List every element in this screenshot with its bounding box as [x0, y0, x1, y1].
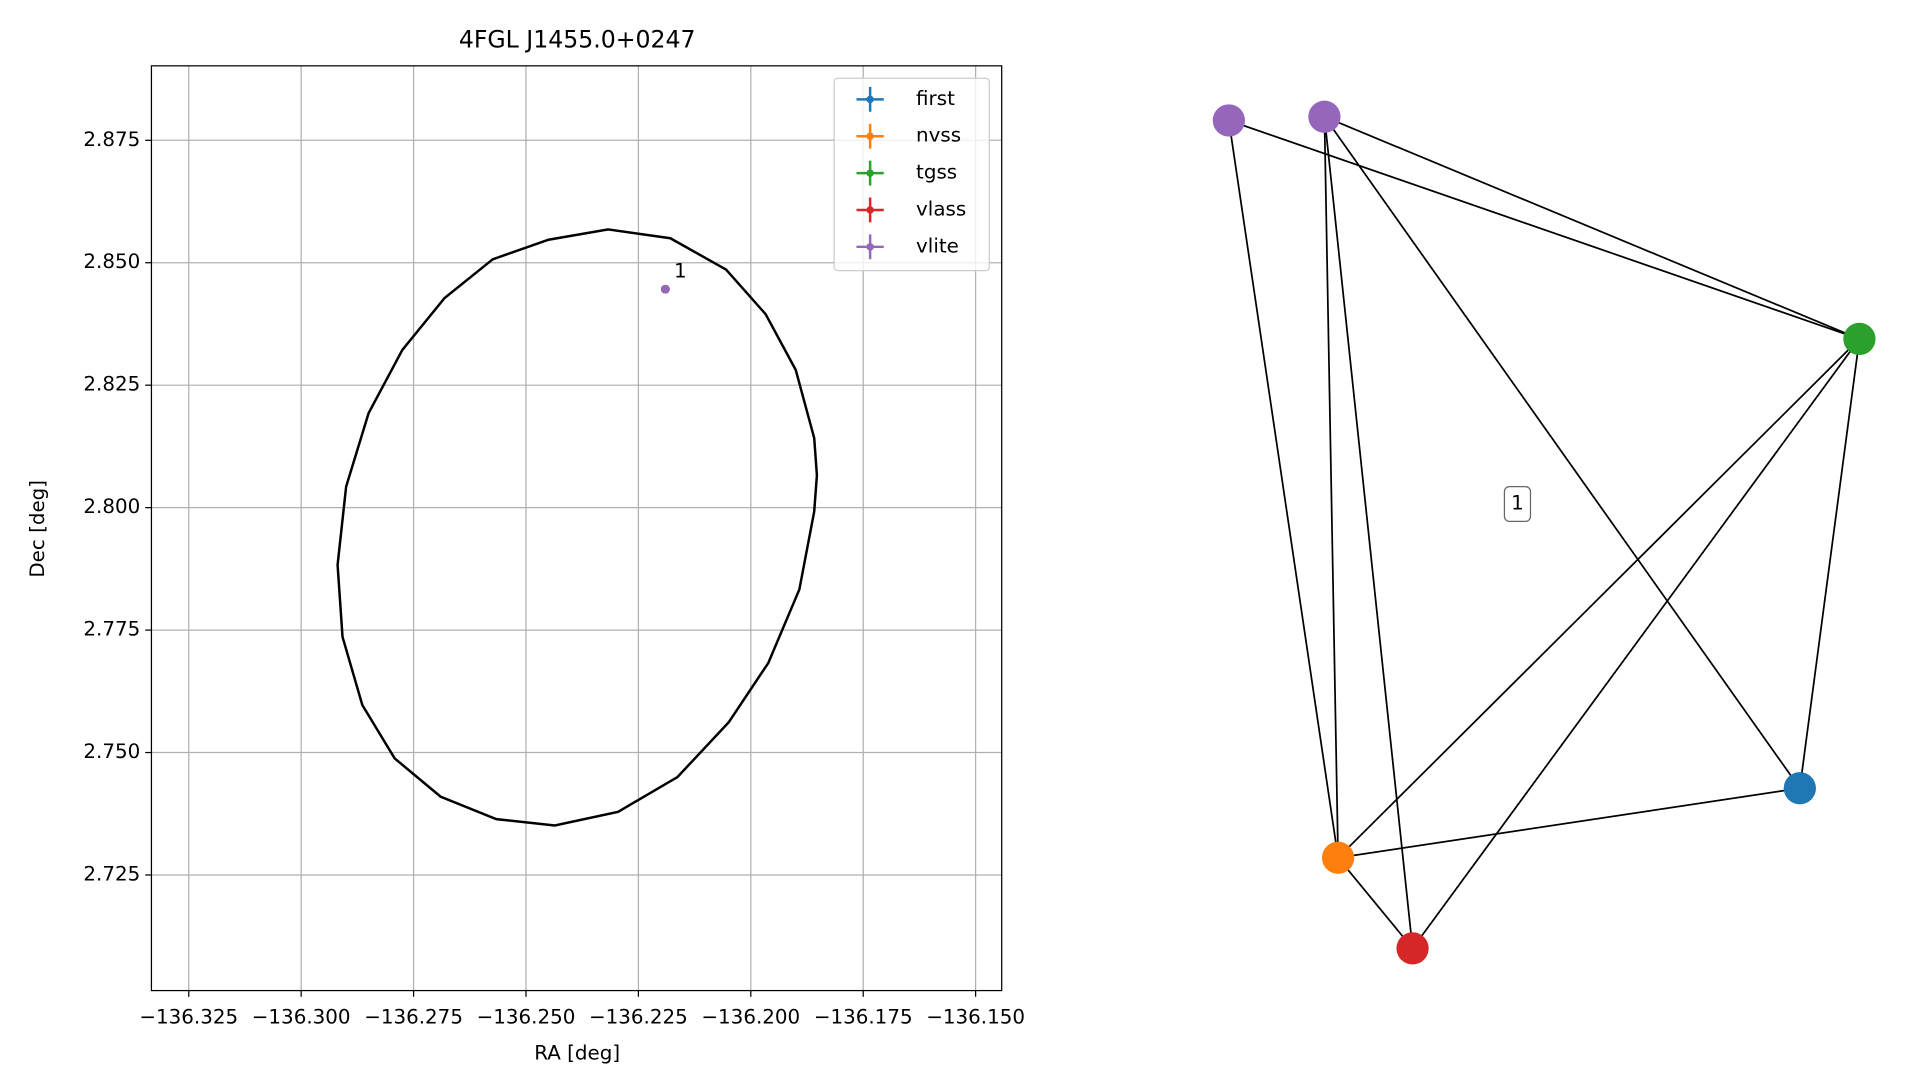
graph-edge: [1337, 787, 1800, 859]
graph-edge: [1337, 857, 1414, 949]
graph-edge: [1227, 120, 1339, 858]
plot-frame: [150, 65, 1003, 992]
cluster-label: 1: [1511, 492, 1524, 515]
graph-node: [1843, 322, 1876, 356]
graph-edge: [1798, 338, 1861, 789]
y-tick-label: 2.725: [83, 862, 140, 885]
graph-edge: [1228, 119, 1860, 340]
point-annotation: 1: [674, 259, 687, 282]
graph-edge: [1323, 116, 1414, 949]
error-ellipse: [336, 228, 819, 827]
graph-node: [1321, 841, 1355, 874]
x-tick-label: −136.200: [701, 1005, 800, 1028]
legend-marker: [866, 132, 874, 140]
graph-edge: [1337, 338, 1861, 859]
graph-node: [1783, 772, 1816, 805]
label-box: [1503, 486, 1532, 523]
legend-label: first: [916, 87, 955, 110]
legend-marker: [866, 169, 874, 177]
legend-label: nvss: [916, 124, 961, 147]
x-tick-label: −136.225: [589, 1005, 688, 1028]
y-axis-label: Dec [deg]: [26, 480, 49, 578]
graph-edge: [1323, 116, 1339, 858]
legend-marker: [866, 95, 874, 104]
y-tick-label: 2.800: [83, 495, 140, 518]
y-tick-label: 2.825: [83, 373, 140, 396]
y-tick-label: 2.750: [83, 740, 140, 763]
graph-node: [1396, 932, 1429, 965]
legend-label: vlass: [916, 197, 966, 220]
y-tick-label: 2.850: [83, 250, 140, 273]
chart-title: 4FGL J1455.0+0247: [459, 26, 696, 54]
x-tick-label: −136.250: [477, 1005, 576, 1028]
x-tick-label: −136.175: [814, 1005, 913, 1028]
source-point: [661, 284, 670, 294]
legend: [833, 77, 990, 272]
y-tick-label: 2.775: [83, 618, 140, 641]
legend-label: vlite: [916, 234, 959, 257]
graph-edge: [1323, 116, 1801, 789]
graph-edge: [1411, 338, 1861, 949]
x-tick-label: −136.325: [139, 1005, 238, 1028]
graph-node: [1212, 104, 1245, 137]
y-tick-label: 2.875: [83, 128, 140, 151]
x-axis-label: RA [deg]: [534, 1041, 620, 1064]
graph-edge: [1324, 115, 1860, 340]
x-tick-label: −136.275: [364, 1005, 463, 1028]
graph-node: [1308, 100, 1341, 133]
x-tick-label: −136.300: [252, 1005, 351, 1028]
legend-marker: [866, 243, 874, 251]
legend-marker: [866, 206, 874, 214]
legend-label: tgss: [916, 161, 957, 184]
x-tick-label: −136.150: [926, 1005, 1025, 1028]
